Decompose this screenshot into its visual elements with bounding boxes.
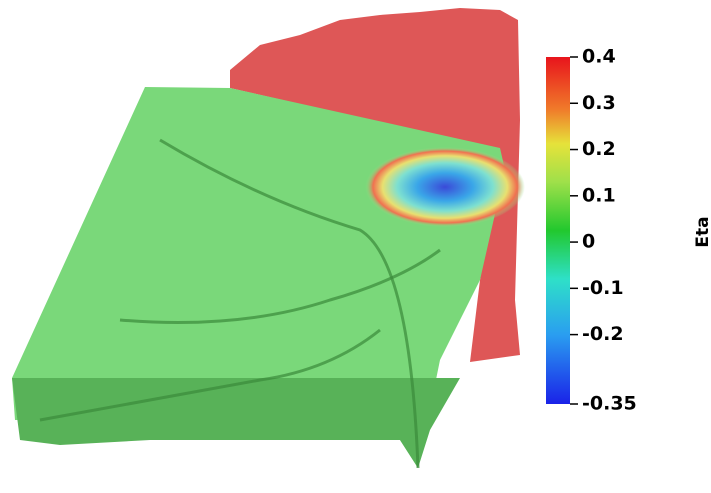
ridge: [39, 328, 381, 422]
tick-label: -0.35: [582, 393, 637, 415]
tick-label: -0.2: [582, 323, 624, 345]
scene: [12, 8, 525, 469]
tick-label: 0.3: [582, 92, 616, 114]
ridge: [159, 138, 420, 469]
tick-label: 0.1: [582, 184, 616, 206]
tick-label: 0.2: [582, 138, 616, 160]
slab-front: [12, 378, 460, 468]
wave-ring: [365, 147, 525, 227]
tick-label: 0.4: [582, 46, 616, 68]
ridge: [119, 248, 441, 324]
tick-label: -0.1: [582, 277, 624, 299]
tick-label: 0: [582, 231, 595, 253]
terrain-back: [230, 8, 520, 362]
colorbar-label: Eta: [693, 216, 711, 247]
colorbar: [546, 57, 570, 404]
